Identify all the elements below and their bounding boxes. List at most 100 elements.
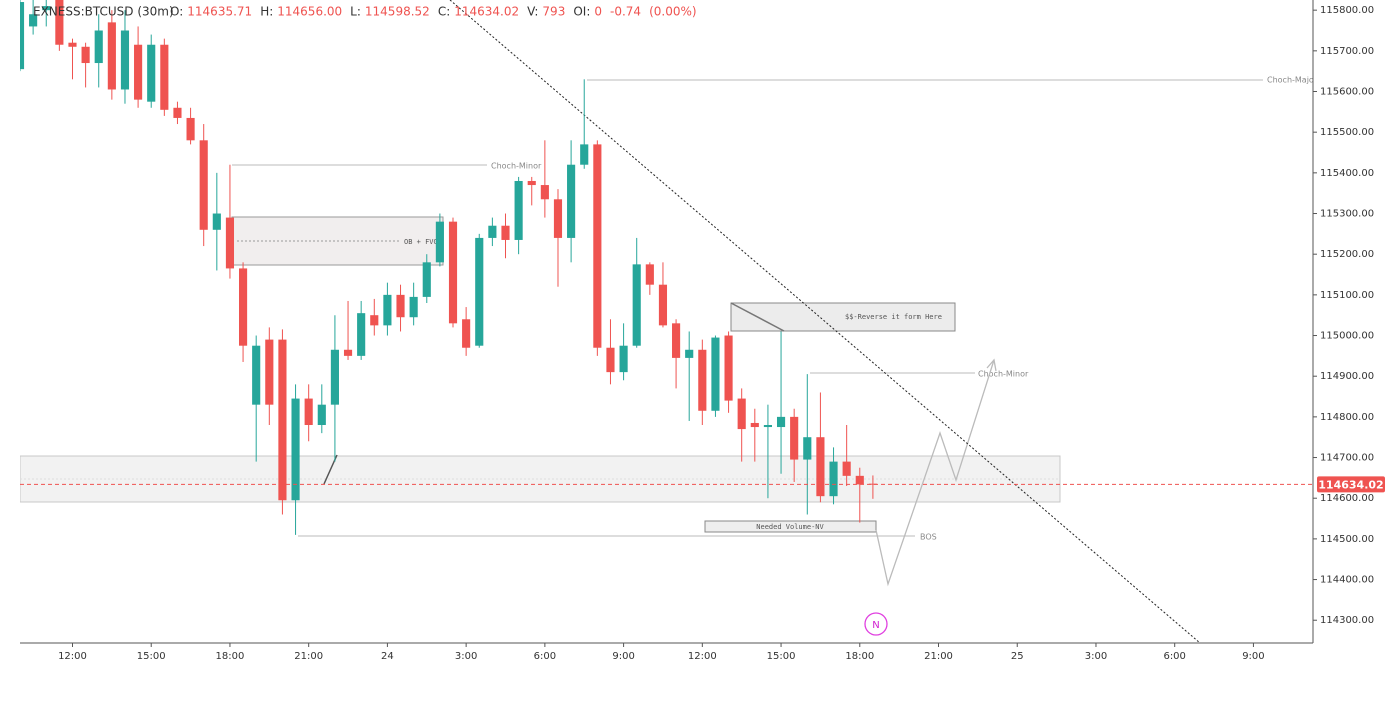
- candle-body: [186, 117, 195, 141]
- candle-body: [868, 483, 877, 485]
- choch-label: Choch-Minor: [978, 370, 1029, 379]
- y-tick-label: 115200.00: [1320, 249, 1374, 260]
- field-value: 0: [594, 5, 602, 19]
- x-tick-label: 12:00: [688, 651, 717, 662]
- candle-body: [435, 221, 444, 263]
- x-tick-label: 18:00: [845, 651, 874, 662]
- y-tick-label: 115300.00: [1320, 209, 1374, 220]
- candle-body: [803, 437, 812, 460]
- candle-body: [94, 30, 103, 64]
- candle-body: [750, 422, 759, 428]
- candle-body: [343, 349, 353, 356]
- volume-label: Needed Volume-NV: [756, 523, 824, 531]
- y-tick-label: 114800.00: [1320, 412, 1374, 423]
- y-tick-label: 115000.00: [1320, 331, 1374, 342]
- candle-body: [330, 349, 339, 405]
- candle-body: [580, 144, 589, 165]
- candle-body: [698, 349, 707, 411]
- reverse-label: $$-Reverse it form Here: [845, 313, 942, 321]
- change: (0.00%): [649, 5, 696, 19]
- candle-body: [685, 349, 694, 358]
- field-value: 793: [542, 5, 565, 19]
- field-label: OI:: [573, 5, 590, 19]
- candle-body: [42, 6, 51, 11]
- x-tick-label: 15:00: [137, 651, 166, 662]
- x-tick-label: 12:00: [58, 651, 87, 662]
- candles: [20, 0, 877, 535]
- last-price-tag: [1317, 476, 1385, 493]
- badge-label[interactable]: N: [872, 620, 879, 631]
- candle-body: [645, 264, 654, 285]
- y-tick-label: 114900.00: [1320, 371, 1374, 382]
- field-label: C:: [438, 5, 450, 19]
- candle-body: [724, 335, 733, 401]
- y-tick-label: 114600.00: [1320, 493, 1374, 504]
- reverse-diagonal: [730, 302, 785, 332]
- candle-body: [658, 284, 668, 326]
- candle-body: [238, 268, 248, 346]
- candle-body: [212, 213, 221, 230]
- y-tick-label: 114700.00: [1320, 453, 1374, 464]
- candle-body: [593, 144, 602, 348]
- candle-body: [147, 44, 156, 102]
- candle-body: [776, 416, 786, 428]
- candle-body: [160, 44, 169, 110]
- candle-body: [855, 475, 864, 485]
- candle-body: [291, 398, 300, 501]
- candle-body: [225, 217, 235, 269]
- badge[interactable]: [864, 612, 888, 636]
- field-label: L:: [350, 5, 361, 19]
- reverse-box: [730, 302, 956, 332]
- candle-body: [737, 398, 746, 430]
- candle-body: [409, 296, 418, 318]
- candle-body: [422, 262, 431, 297]
- x-tick-label: 3:00: [455, 651, 477, 662]
- candle-body: [462, 319, 471, 348]
- field-label: V:: [527, 5, 538, 19]
- y-tick-label: 115500.00: [1320, 127, 1374, 138]
- candle-body: [383, 294, 392, 326]
- field-value: 114598.52: [365, 5, 430, 19]
- ob-fvg-label: OB + FVG: [404, 238, 438, 246]
- trendline: [449, 0, 1201, 643]
- field-value: 114635.71: [187, 5, 252, 19]
- candle-body: [55, 0, 64, 45]
- candle-body: [134, 44, 143, 100]
- candle-body: [540, 185, 549, 200]
- candle-body: [619, 345, 628, 373]
- candle-body: [790, 416, 799, 460]
- projection-path: [875, 359, 995, 587]
- candle-body: [370, 315, 379, 326]
- x-tick-label: 9:00: [612, 651, 634, 662]
- choch-major-label: Choch-Major: [1267, 76, 1318, 85]
- y-tick-label: 114300.00: [1320, 615, 1374, 626]
- candle-body: [199, 140, 208, 230]
- field-label: H:: [260, 5, 273, 19]
- candle-body: [265, 339, 274, 405]
- candle-body: [81, 46, 90, 64]
- candle-body: [632, 264, 641, 346]
- candle-body: [20, 2, 25, 70]
- candle-body: [120, 30, 130, 90]
- candle-body: [514, 180, 523, 240]
- candle-body: [448, 221, 458, 324]
- last-price-label: 114634.02: [1318, 478, 1383, 491]
- field-label: O:: [170, 5, 183, 19]
- candle-body: [553, 199, 563, 238]
- candle-body: [842, 461, 851, 476]
- x-tick-label: 18:00: [216, 651, 245, 662]
- bos-label: BOS: [920, 533, 937, 542]
- x-tick-label: 25: [1011, 651, 1024, 662]
- candle-body: [606, 347, 615, 373]
- candle-body: [317, 404, 326, 426]
- y-tick-label: 115400.00: [1320, 168, 1374, 179]
- candle-body: [527, 180, 536, 186]
- y-tick-label: 115800.00: [1320, 5, 1374, 16]
- x-tick-label: 24: [381, 651, 394, 662]
- y-tick-label: 114400.00: [1320, 575, 1374, 586]
- x-tick-label: 6:00: [534, 651, 556, 662]
- change: -0.74: [610, 5, 641, 19]
- candle-body: [396, 294, 405, 318]
- candle-body: [29, 14, 38, 27]
